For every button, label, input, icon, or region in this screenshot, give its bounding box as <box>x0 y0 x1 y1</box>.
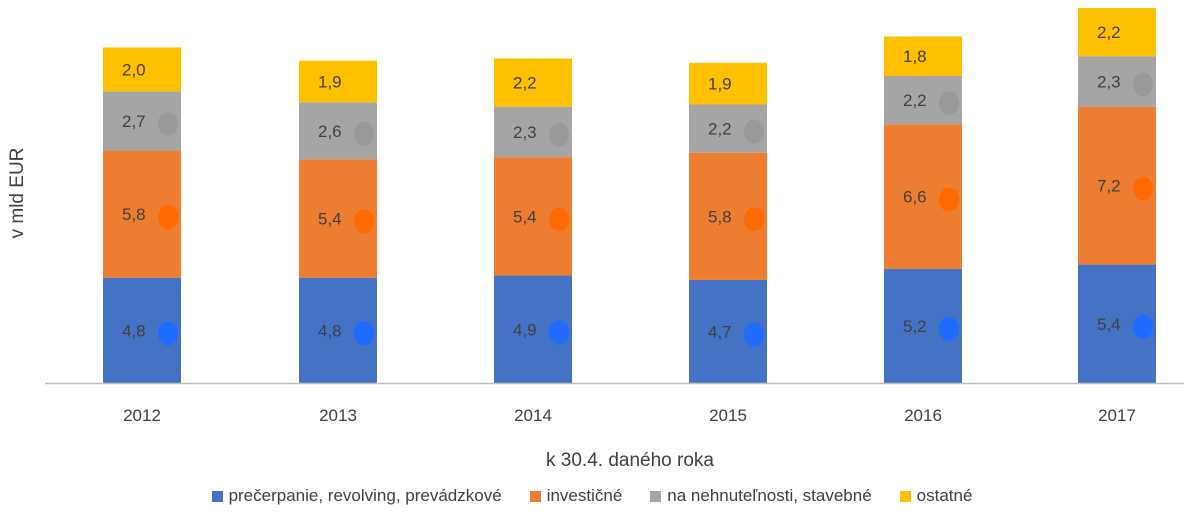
data-label: 5,4 <box>1097 315 1121 334</box>
data-label: 1,9 <box>708 75 732 94</box>
data-label: 4,8 <box>122 321 146 340</box>
data-marker <box>354 72 374 97</box>
legend-swatch <box>899 490 911 502</box>
y-axis-title: v mld EUR <box>7 148 28 239</box>
data-marker <box>354 321 374 346</box>
data-label: 2,0 <box>122 60 146 79</box>
legend-swatch <box>529 490 541 502</box>
data-marker <box>354 121 374 146</box>
data-marker <box>939 47 959 72</box>
data-label: 5,2 <box>903 317 927 336</box>
data-label: 2,2 <box>708 120 732 139</box>
x-axis-title: k 30.4. daného roka <box>546 450 714 471</box>
data-marker <box>158 321 178 346</box>
legend-label: ostatné <box>916 486 973 505</box>
legend-swatch <box>211 490 223 502</box>
data-label: 2,6 <box>318 122 342 141</box>
data-marker <box>744 74 764 99</box>
data-marker <box>549 73 569 98</box>
data-marker <box>939 316 959 341</box>
data-marker <box>744 322 764 347</box>
x-tick-label: 2017 <box>1098 406 1136 425</box>
data-label: 2,2 <box>513 74 537 93</box>
data-label: 5,4 <box>318 210 342 229</box>
data-label: 2,2 <box>1097 23 1121 42</box>
data-label: 1,8 <box>903 47 927 66</box>
data-label: 1,9 <box>318 72 342 91</box>
data-label: 2,7 <box>122 112 146 131</box>
data-marker <box>1133 72 1153 97</box>
data-label: 2,3 <box>1097 72 1121 91</box>
legend-label: na nehnuteľnosti, stavebné <box>667 486 872 505</box>
data-label: 2,3 <box>513 123 537 142</box>
data-marker <box>158 60 178 85</box>
legend-item: prečerpanie, revolving, prevádzkové <box>211 486 502 506</box>
data-marker <box>744 119 764 144</box>
data-marker <box>744 207 764 232</box>
data-label: 5,8 <box>708 207 732 226</box>
legend-label: prečerpanie, revolving, prevádzkové <box>228 486 502 505</box>
x-tick-label: 2015 <box>709 406 747 425</box>
data-marker <box>158 111 178 136</box>
data-label: 5,8 <box>122 205 146 224</box>
x-tick-label: 2014 <box>514 406 552 425</box>
data-marker <box>549 320 569 345</box>
data-marker <box>549 207 569 232</box>
data-marker <box>1133 314 1153 339</box>
data-label: 2,2 <box>903 91 927 110</box>
legend-item: investičné <box>529 486 623 506</box>
data-label: 7,2 <box>1097 177 1121 196</box>
data-marker <box>939 91 959 116</box>
legend-label: investičné <box>546 486 623 505</box>
data-marker <box>1133 176 1153 201</box>
data-marker <box>158 205 178 230</box>
x-tick-label: 2012 <box>123 406 161 425</box>
legend-item: na nehnuteľnosti, stavebné <box>650 486 872 506</box>
data-label: 6,6 <box>903 188 927 207</box>
legend-swatch <box>650 490 662 502</box>
legend: prečerpanie, revolving, prevádzkové inves… <box>0 486 1184 506</box>
x-tick-label: 2016 <box>904 406 942 425</box>
data-label: 4,8 <box>318 321 342 340</box>
legend-item: ostatné <box>899 486 973 506</box>
data-marker <box>939 187 959 212</box>
data-label: 4,9 <box>513 320 537 339</box>
data-label: 5,4 <box>513 207 537 226</box>
stacked-bar-chart: 4,8 5,8 2,7 2,0 2012 4,8 5,4 2,6 1,9 2013 4,9 5,4 2,… <box>7 8 1184 471</box>
data-label: 4,7 <box>708 322 732 341</box>
data-marker <box>549 122 569 147</box>
x-tick-label: 2013 <box>319 406 357 425</box>
data-marker <box>354 209 374 234</box>
data-marker <box>1133 23 1153 48</box>
